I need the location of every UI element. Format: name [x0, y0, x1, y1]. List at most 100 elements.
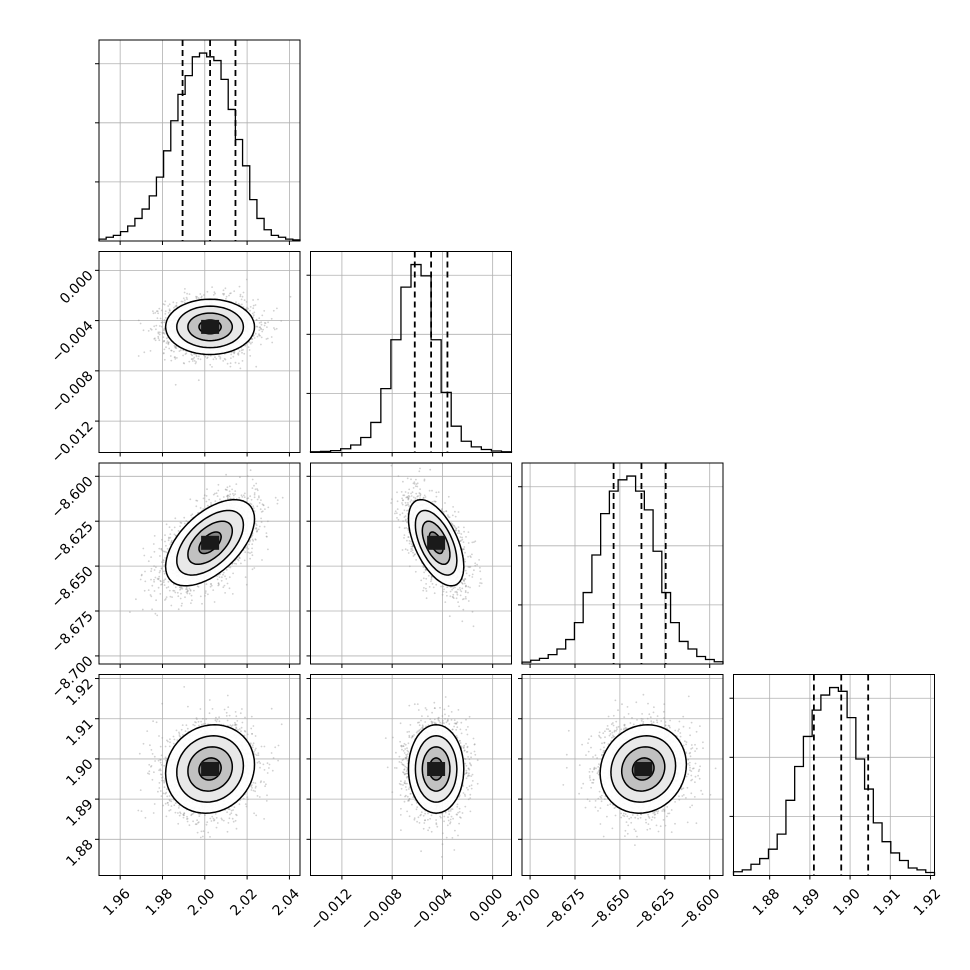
scatter-point: [162, 332, 165, 335]
scatter-point: [214, 356, 216, 359]
scatter-point: [203, 494, 206, 497]
scatter-point: [172, 589, 175, 592]
scatter-point: [177, 530, 180, 532]
scatter-point: [248, 543, 250, 546]
scatter-point: [179, 597, 182, 600]
scatter-point: [191, 360, 194, 362]
scatter-point: [168, 303, 171, 306]
scatter-point: [135, 598, 137, 601]
scatter-point: [255, 319, 258, 321]
scatter-point: [247, 547, 250, 550]
scatter-point: [191, 354, 194, 357]
scatter-point: [228, 485, 231, 488]
scatter-point: [156, 317, 159, 320]
scatter-point: [157, 331, 160, 334]
scatter-point: [220, 579, 223, 582]
scatter-point: [410, 478, 412, 481]
scatter-point: [204, 355, 207, 358]
scatter-point: [160, 321, 163, 324]
scatter-point: [182, 297, 185, 300]
scatter-point: [162, 581, 165, 584]
scatter-point: [257, 298, 259, 301]
scatter-point: [169, 543, 172, 545]
scatter-point: [162, 570, 165, 573]
scatter-point: [235, 301, 237, 304]
scatter-point: [406, 549, 409, 551]
scatter-point: [188, 293, 191, 295]
scatter-point: [254, 304, 257, 306]
scatter-point: [195, 361, 198, 363]
scatter-point: [167, 580, 170, 583]
scatter-point: [247, 307, 250, 310]
scatter-point: [251, 487, 254, 489]
scatter-point: [149, 350, 152, 352]
scatter-point: [266, 326, 268, 328]
scatter-point: [232, 572, 235, 575]
scatter-point: [199, 358, 202, 361]
scatter-point: [228, 576, 231, 579]
scatter-point: [179, 586, 181, 588]
scatter-point: [175, 302, 178, 304]
scatter-point: [168, 526, 171, 529]
y-tick-label: −8.600: [49, 474, 97, 522]
scatter-point: [197, 355, 200, 358]
scatter-point: [251, 478, 254, 481]
scatter-point: [246, 546, 249, 548]
scatter-point: [158, 307, 161, 310]
scatter-point: [267, 321, 269, 324]
scatter-point: [154, 339, 157, 342]
density-peak: [201, 319, 220, 334]
scatter-point: [163, 319, 166, 321]
scatter-point: [249, 306, 252, 308]
scatter-point: [258, 334, 260, 337]
y-tick-label: −0.012: [49, 418, 97, 466]
scatter-point: [163, 328, 166, 331]
scatter-point: [228, 495, 231, 498]
scatter-point: [195, 354, 198, 356]
scatter-point: [252, 304, 255, 307]
scatter-point: [228, 294, 230, 297]
scatter-point: [193, 589, 195, 592]
scatter-point: [162, 561, 165, 564]
scatter-point: [197, 357, 200, 360]
scatter-point: [241, 496, 244, 498]
scatter-point: [235, 483, 238, 485]
scatter-point: [166, 547, 169, 550]
scatter-point: [180, 300, 183, 303]
scatter-point: [248, 341, 251, 344]
scatter-point: [160, 580, 162, 583]
histogram-step: [309, 263, 513, 453]
scatter-point: [234, 361, 237, 364]
scatter-point: [249, 557, 252, 560]
scatter-point: [263, 310, 266, 312]
scatter-point: [252, 505, 255, 508]
scatter-point: [137, 355, 140, 357]
scatter-point: [229, 493, 232, 496]
scatter-point: [261, 314, 264, 317]
scatter-point: [206, 504, 209, 507]
scatter-point: [149, 327, 152, 330]
scatter-point: [446, 594, 448, 597]
scatter-point: [189, 498, 192, 501]
scatter-point: [195, 505, 198, 508]
scatter-point: [171, 596, 174, 598]
scatter-point: [260, 343, 262, 346]
scatter-point: [147, 560, 150, 563]
histogram-step: [98, 52, 301, 241]
scatter-point: [253, 567, 256, 569]
scatter-point: [161, 583, 164, 586]
scatter-point: [143, 589, 146, 592]
scatter-point: [251, 568, 254, 571]
scatter-panel-2-1: [306, 462, 512, 668]
scatter-point: [174, 586, 177, 589]
scatter-point: [264, 508, 266, 510]
scatter-point: [190, 594, 193, 597]
scatter-point: [156, 614, 159, 617]
scatter-point: [163, 327, 166, 330]
scatter-point: [183, 291, 186, 294]
scatter-point: [160, 325, 163, 328]
scatter-point: [211, 366, 213, 368]
scatter-point: [155, 566, 157, 569]
scatter-point: [165, 523, 168, 526]
